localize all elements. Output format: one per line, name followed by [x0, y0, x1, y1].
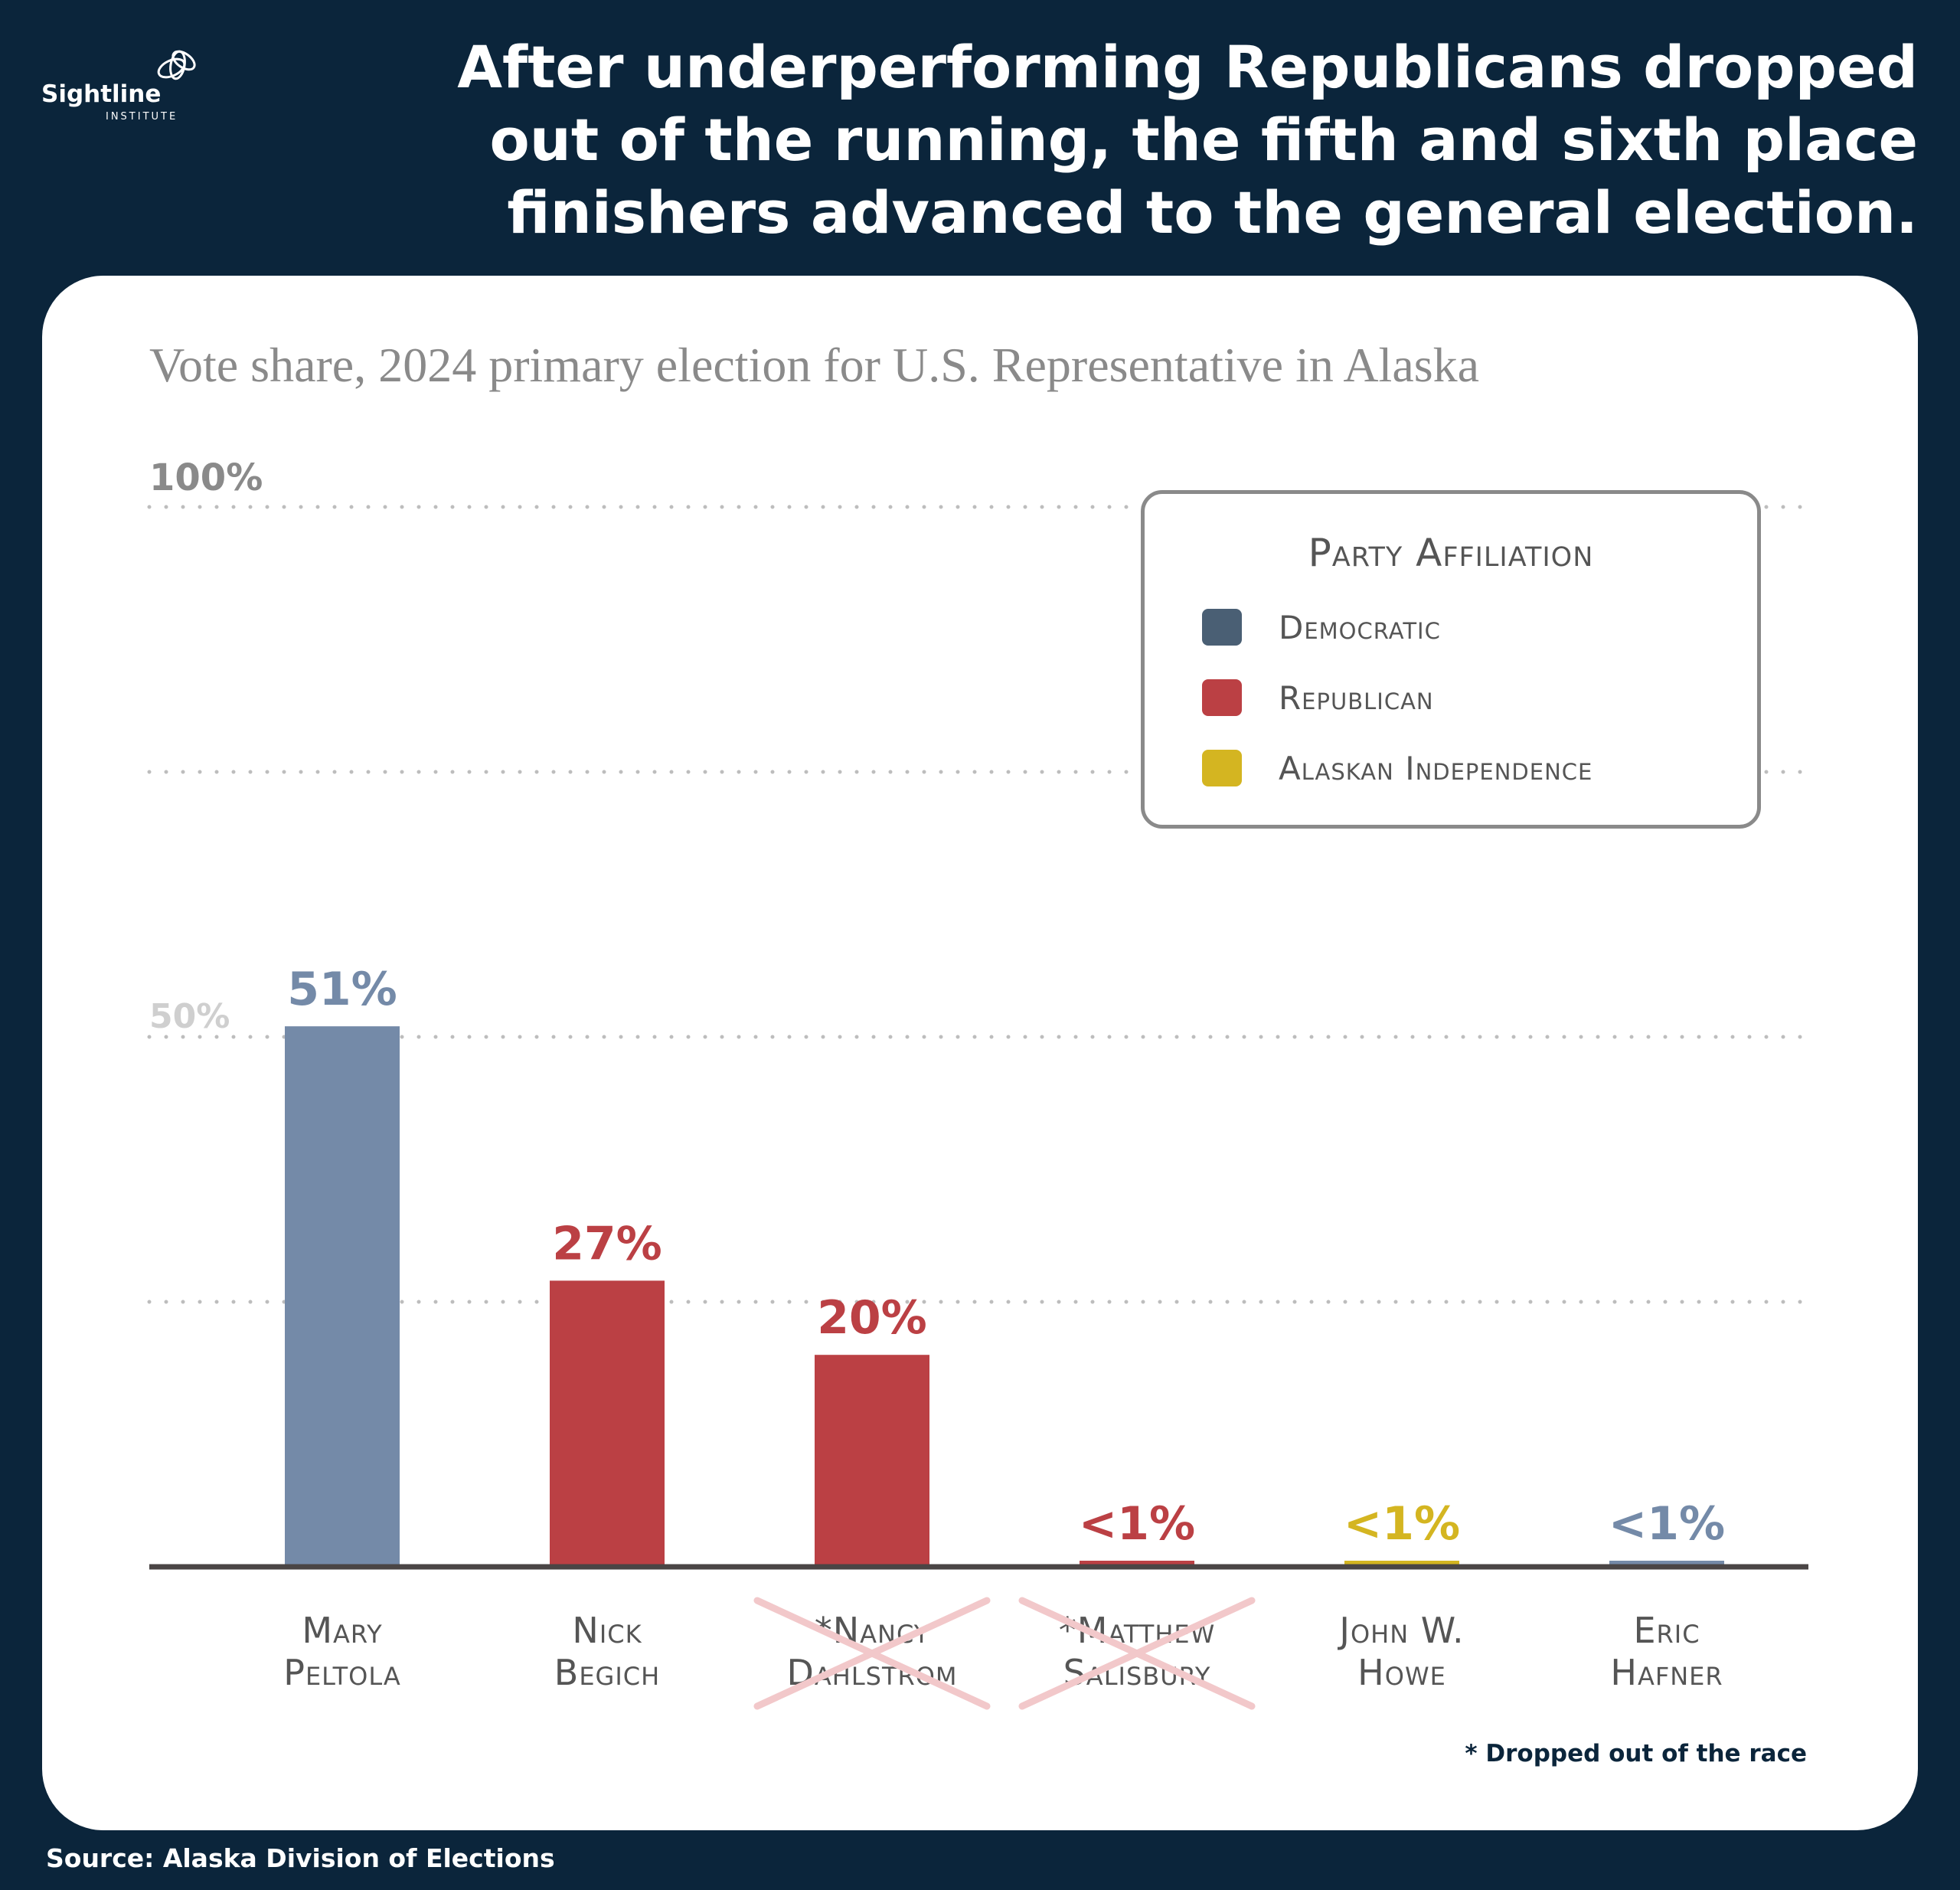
category-label-line2: Dahlstrom [786, 1652, 957, 1693]
sightline-logo: Sightline INSTITUTE [41, 42, 202, 126]
category-label-line2: Hafner [1610, 1652, 1723, 1693]
headline: After underperforming Republicans droppe… [457, 33, 1918, 247]
category-label-line1: Mary [302, 1610, 382, 1651]
footnote: * Dropped out of the race [1465, 1740, 1807, 1767]
bar [550, 1280, 665, 1567]
legend-label: Republican [1279, 679, 1434, 717]
bar [285, 1026, 400, 1567]
category-label-line2: Begich [554, 1652, 660, 1693]
bar [815, 1355, 929, 1567]
data-label: 27% [552, 1217, 662, 1270]
logo-name: Sightline [41, 80, 162, 108]
category-label-line2: Peltola [283, 1652, 401, 1693]
y-tick-label: 100% [149, 456, 263, 499]
logo-subtitle: INSTITUTE [106, 111, 178, 123]
legend: Party Affiliation Democratic Republican Al… [1141, 490, 1761, 829]
legend-title: Party Affiliation [1308, 531, 1594, 575]
bar [1609, 1561, 1724, 1567]
category-label-line1: John W. [1337, 1610, 1464, 1651]
logo-mark-icon [157, 50, 196, 80]
category-label-line1: Eric [1633, 1610, 1700, 1651]
category-label-line1: *Nancy [815, 1610, 930, 1651]
strike-mark [1018, 1597, 1256, 1710]
strike-mark [753, 1597, 991, 1710]
bar [1344, 1561, 1459, 1567]
category-label-line2: Salisbury [1063, 1652, 1211, 1693]
legend-swatch [1202, 679, 1242, 716]
chart-title: Vote share, 2024 primary election for U.… [149, 338, 1480, 392]
y-tick-label: 50% [149, 997, 230, 1036]
data-label: <1% [1079, 1497, 1195, 1551]
legend-label: Democratic [1279, 609, 1441, 646]
legend-swatch [1202, 750, 1242, 786]
data-label: 20% [817, 1291, 927, 1345]
bar [1080, 1561, 1194, 1567]
data-label: 51% [287, 963, 397, 1016]
source-note: Source: Alaska Division of Elections [46, 1843, 555, 1873]
data-label: <1% [1344, 1497, 1460, 1551]
category-label-line2: Howe [1357, 1652, 1446, 1693]
category-label-line1: Nick [572, 1610, 642, 1651]
legend-swatch [1202, 609, 1242, 646]
data-label: <1% [1609, 1497, 1725, 1551]
legend-label: Alaskan Independence [1279, 750, 1593, 787]
